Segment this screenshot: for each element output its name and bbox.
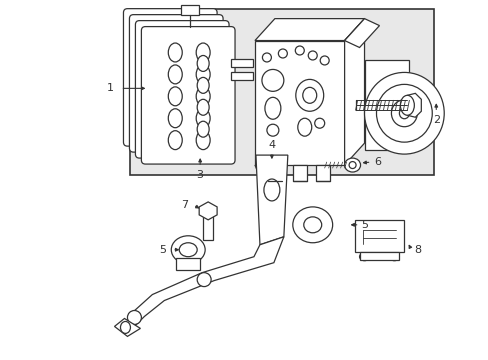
Bar: [130, 9, 433, 175]
Ellipse shape: [197, 99, 209, 115]
Text: 6: 6: [373, 157, 380, 167]
Ellipse shape: [168, 87, 182, 106]
Ellipse shape: [196, 87, 210, 106]
Ellipse shape: [127, 310, 141, 324]
Ellipse shape: [171, 236, 205, 264]
Ellipse shape: [196, 43, 210, 62]
Polygon shape: [114, 319, 140, 336]
Ellipse shape: [179, 243, 197, 257]
Bar: [359, 252, 399, 260]
Ellipse shape: [320, 56, 328, 65]
Bar: [267, 165, 281, 181]
Ellipse shape: [359, 253, 369, 261]
Ellipse shape: [344, 158, 360, 172]
Ellipse shape: [168, 43, 182, 62]
Ellipse shape: [197, 121, 209, 137]
FancyBboxPatch shape: [135, 21, 228, 158]
Ellipse shape: [262, 69, 283, 91]
Bar: [292, 165, 306, 181]
Ellipse shape: [168, 131, 182, 150]
FancyBboxPatch shape: [123, 9, 217, 146]
Ellipse shape: [295, 46, 304, 55]
Text: 5: 5: [360, 220, 367, 230]
Polygon shape: [127, 237, 283, 327]
Text: 5: 5: [159, 245, 165, 255]
Ellipse shape: [120, 321, 130, 333]
Polygon shape: [344, 19, 364, 165]
Bar: [254, 41, 344, 165]
Ellipse shape: [168, 109, 182, 128]
Polygon shape: [199, 202, 217, 220]
Bar: [315, 165, 329, 181]
Text: 8: 8: [413, 245, 420, 255]
Bar: [230, 72, 252, 80]
Ellipse shape: [168, 65, 182, 84]
Ellipse shape: [196, 131, 210, 150]
Ellipse shape: [278, 49, 287, 58]
Ellipse shape: [400, 95, 413, 115]
Bar: [230, 59, 252, 67]
Text: 3: 3: [196, 170, 203, 180]
Ellipse shape: [364, 72, 443, 154]
Bar: [181, 5, 199, 15]
Ellipse shape: [302, 87, 316, 103]
Polygon shape: [254, 19, 364, 41]
Ellipse shape: [399, 108, 408, 119]
Polygon shape: [254, 165, 285, 190]
Bar: [176, 258, 200, 270]
Ellipse shape: [295, 80, 323, 111]
Text: 7: 7: [180, 200, 187, 210]
Ellipse shape: [197, 273, 211, 287]
Ellipse shape: [196, 109, 210, 128]
Ellipse shape: [348, 162, 355, 168]
Ellipse shape: [197, 77, 209, 93]
Ellipse shape: [297, 118, 311, 136]
Ellipse shape: [266, 124, 278, 136]
Text: 1: 1: [107, 84, 114, 93]
Ellipse shape: [307, 51, 317, 60]
Bar: [354, 220, 404, 252]
Ellipse shape: [264, 97, 280, 119]
Bar: [203, 212, 213, 240]
Ellipse shape: [303, 217, 321, 233]
Polygon shape: [255, 155, 287, 245]
Ellipse shape: [197, 55, 209, 71]
Ellipse shape: [388, 253, 399, 261]
Polygon shape: [407, 93, 421, 117]
Ellipse shape: [314, 118, 324, 128]
Polygon shape: [344, 19, 379, 48]
Ellipse shape: [264, 179, 279, 201]
Text: 4: 4: [268, 140, 275, 150]
Ellipse shape: [390, 100, 416, 127]
Ellipse shape: [196, 65, 210, 84]
Ellipse shape: [376, 84, 431, 142]
Text: 2: 2: [432, 115, 439, 125]
Ellipse shape: [262, 53, 271, 62]
FancyBboxPatch shape: [141, 27, 235, 164]
Bar: [364, 60, 408, 150]
Ellipse shape: [292, 207, 332, 243]
FancyBboxPatch shape: [129, 15, 223, 152]
